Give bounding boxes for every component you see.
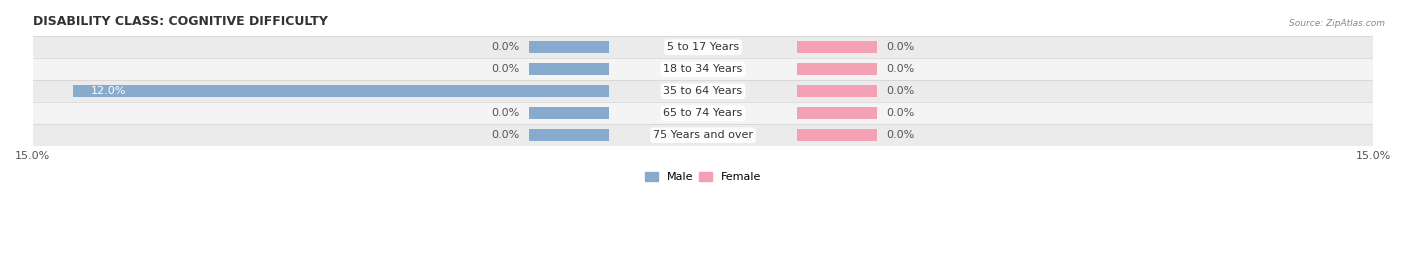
Text: 0.0%: 0.0%	[886, 130, 914, 140]
Text: 0.0%: 0.0%	[492, 64, 520, 74]
Bar	[529, 107, 609, 119]
Bar	[32, 80, 1374, 102]
Bar	[529, 63, 609, 75]
Bar	[797, 41, 877, 53]
Text: 0.0%: 0.0%	[492, 42, 520, 52]
Bar	[797, 130, 877, 141]
Text: 12.0%: 12.0%	[91, 86, 127, 96]
Text: Source: ZipAtlas.com: Source: ZipAtlas.com	[1289, 19, 1385, 28]
Text: 0.0%: 0.0%	[886, 86, 914, 96]
Bar	[73, 85, 609, 97]
Text: 5 to 17 Years: 5 to 17 Years	[666, 42, 740, 52]
Bar	[797, 107, 877, 119]
Bar	[32, 36, 1374, 58]
Text: DISABILITY CLASS: COGNITIVE DIFFICULTY: DISABILITY CLASS: COGNITIVE DIFFICULTY	[32, 15, 328, 28]
Text: 75 Years and over: 75 Years and over	[652, 130, 754, 140]
Text: 0.0%: 0.0%	[492, 108, 520, 118]
Bar	[529, 130, 609, 141]
Bar	[32, 58, 1374, 80]
Bar	[32, 124, 1374, 146]
Text: 0.0%: 0.0%	[886, 42, 914, 52]
Text: 0.0%: 0.0%	[492, 130, 520, 140]
Text: 0.0%: 0.0%	[886, 108, 914, 118]
Bar	[797, 85, 877, 97]
Text: 18 to 34 Years: 18 to 34 Years	[664, 64, 742, 74]
Bar	[529, 41, 609, 53]
Bar	[797, 63, 877, 75]
Text: 35 to 64 Years: 35 to 64 Years	[664, 86, 742, 96]
Text: 0.0%: 0.0%	[886, 64, 914, 74]
Bar	[32, 102, 1374, 124]
Legend: Male, Female: Male, Female	[640, 168, 766, 187]
Text: 65 to 74 Years: 65 to 74 Years	[664, 108, 742, 118]
